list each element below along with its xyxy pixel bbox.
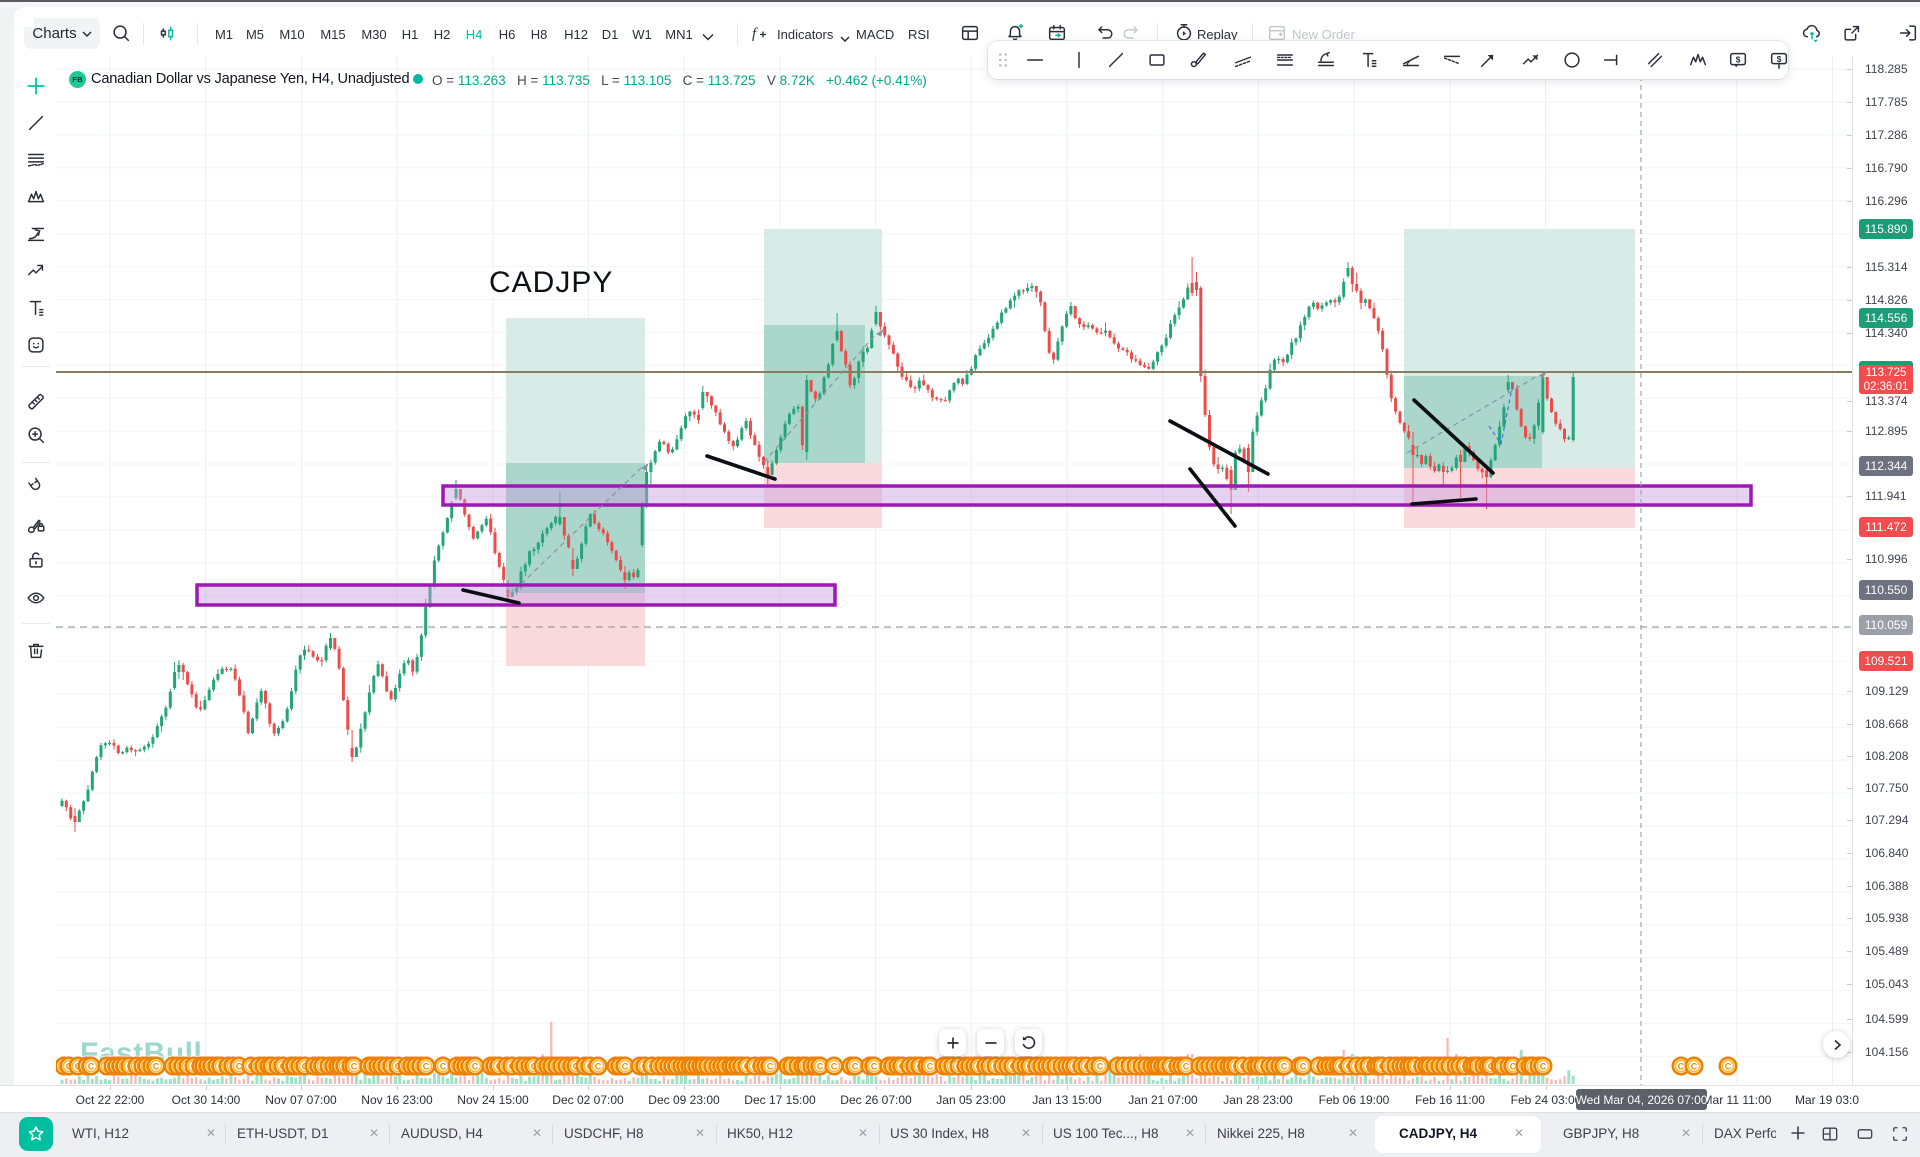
svg-text:f: f xyxy=(752,26,758,42)
svg-text:$: $ xyxy=(1777,55,1782,64)
svg-text:$: $ xyxy=(1736,55,1741,64)
